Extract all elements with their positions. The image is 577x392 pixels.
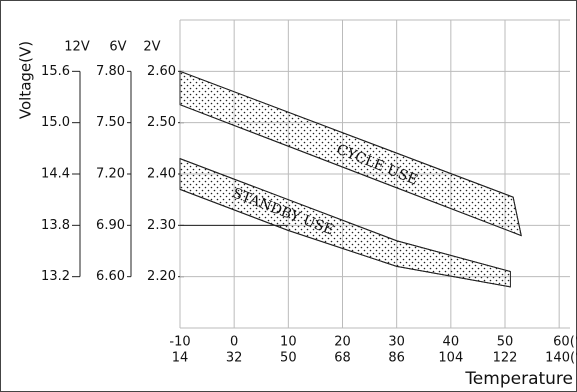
y-tick-label: 2.20 [147, 269, 176, 284]
x2-tick-label: 50 [280, 351, 297, 366]
band-edge-upper [179, 158, 511, 273]
x2-tick-label: 86 [388, 351, 405, 366]
y-tick-label: 13.8 [41, 218, 70, 233]
y-tick-label: 7.80 [96, 64, 125, 79]
x2-tick-label: 68 [334, 351, 351, 366]
y-tick-label: 7.50 [96, 115, 125, 130]
x-tick-label: -10 [169, 335, 190, 350]
x2-tick-label: 14 [172, 351, 189, 366]
band-edge-upper [179, 70, 522, 236]
x-title: Temperature [464, 369, 573, 389]
x-tick-label: 30 [388, 335, 405, 350]
y-tick-label: 2.60 [147, 64, 176, 79]
x2-tick-label: 104 [438, 351, 463, 366]
axis-header: 2V [143, 40, 160, 55]
axis-header: 6V [109, 40, 126, 55]
x-tick-label: 20 [334, 335, 351, 350]
x-tick-label: 60(℃) [553, 335, 577, 350]
x-tick-label: 10 [280, 335, 297, 350]
y-tick-label: 7.20 [96, 167, 125, 182]
y-title: Voltage(V) [17, 41, 35, 119]
band-edge-lower [179, 188, 511, 288]
band-edge-lower [179, 104, 522, 237]
y-tick-label: 13.2 [41, 269, 70, 284]
x2-tick-label: 140(℉) [545, 351, 577, 366]
y-tick-label: 2.30 [147, 218, 176, 233]
y-tick-label: 15.0 [41, 115, 70, 130]
axis-header: 12V [64, 40, 90, 55]
y-tick-label: 2.40 [147, 167, 176, 182]
y-tick-label: 15.6 [41, 64, 70, 79]
x2-tick-label: 122 [493, 351, 518, 366]
x-tick-label: 50 [497, 335, 514, 350]
x-tick-label: 0 [230, 335, 238, 350]
y-tick-label: 2.50 [147, 115, 176, 130]
x-tick-label: 40 [443, 335, 460, 350]
y-tick-label: 6.90 [96, 218, 125, 233]
y-tick-label: 6.60 [96, 269, 125, 284]
x2-tick-label: 32 [226, 351, 243, 366]
y-tick-label: 14.4 [41, 167, 70, 182]
